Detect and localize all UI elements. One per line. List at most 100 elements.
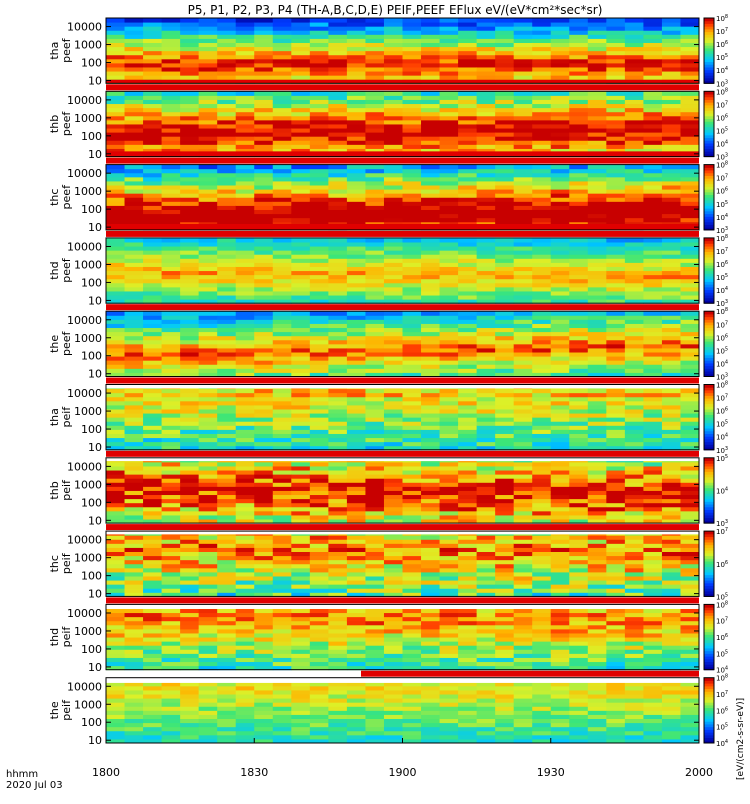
heatmap-cell bbox=[199, 193, 218, 198]
heatmap-cell bbox=[162, 556, 181, 561]
heatmap-cell bbox=[180, 621, 199, 626]
heatmap-cell bbox=[588, 132, 607, 137]
heatmap-cell bbox=[347, 584, 366, 589]
heatmap-cell bbox=[514, 657, 533, 662]
heatmap-cell bbox=[384, 185, 403, 190]
heatmap-cell bbox=[217, 242, 236, 247]
heatmap-cell bbox=[106, 397, 125, 402]
heatmap-cell bbox=[310, 613, 329, 618]
heatmap-cell bbox=[347, 266, 366, 271]
heatmap-cell bbox=[662, 275, 681, 280]
heatmap-cell bbox=[162, 51, 181, 56]
heatmap-cell bbox=[254, 271, 273, 276]
heatmap-cell bbox=[106, 442, 125, 447]
heatmap-cell bbox=[532, 417, 551, 422]
heatmap-cell bbox=[217, 205, 236, 210]
heatmap-cell bbox=[625, 287, 644, 292]
heatmap-cell bbox=[273, 348, 292, 353]
heatmap-cell bbox=[680, 401, 699, 406]
heatmap-cell bbox=[384, 271, 403, 276]
heatmap-cell bbox=[662, 462, 681, 467]
heatmap-cell bbox=[551, 22, 570, 27]
heatmap-cell bbox=[495, 258, 514, 263]
heatmap-cell bbox=[662, 356, 681, 361]
heatmap-cell bbox=[236, 242, 255, 247]
heatmap-cell bbox=[440, 657, 459, 662]
heatmap-cell bbox=[625, 409, 644, 414]
heatmap-cell bbox=[125, 645, 144, 650]
heatmap-cell bbox=[236, 214, 255, 219]
heatmap-cell bbox=[125, 42, 144, 47]
heatmap-cell bbox=[199, 99, 218, 104]
heatmap-cell bbox=[328, 181, 347, 186]
heatmap-cell bbox=[199, 417, 218, 422]
heatmap-cell bbox=[384, 181, 403, 186]
heatmap-cell bbox=[365, 246, 384, 251]
heatmap-cell bbox=[125, 169, 144, 174]
heatmap-cell bbox=[125, 108, 144, 113]
heatmap-cell bbox=[495, 95, 514, 100]
heatmap-cell bbox=[310, 584, 329, 589]
heatmap-cell bbox=[514, 556, 533, 561]
colorbar-tick-label: 104 bbox=[716, 286, 728, 295]
heatmap-cell bbox=[365, 91, 384, 96]
heatmap-cell bbox=[236, 258, 255, 263]
heatmap-cell bbox=[403, 193, 422, 198]
heatmap-cell bbox=[273, 653, 292, 658]
heatmap-cell bbox=[606, 482, 625, 487]
heatmap-cell bbox=[143, 128, 162, 133]
heatmap-cell bbox=[551, 295, 570, 300]
heatmap-cell bbox=[495, 173, 514, 178]
heatmap-cell bbox=[403, 405, 422, 410]
heatmap-cell bbox=[532, 67, 551, 72]
heatmap-cell bbox=[569, 75, 588, 80]
heatmap-cell bbox=[217, 507, 236, 512]
heatmap-cell bbox=[384, 283, 403, 288]
heatmap-cell bbox=[273, 637, 292, 642]
heatmap-cell bbox=[236, 425, 255, 430]
heatmap-cell bbox=[143, 63, 162, 68]
heatmap-cell bbox=[384, 588, 403, 593]
heatmap-cell bbox=[162, 617, 181, 622]
heatmap-cell bbox=[384, 67, 403, 72]
heatmap-cell bbox=[588, 490, 607, 495]
heatmap-cell bbox=[365, 417, 384, 422]
heatmap-cell bbox=[254, 262, 273, 267]
heatmap-cell bbox=[514, 499, 533, 504]
heatmap-cell bbox=[199, 608, 218, 613]
heatmap-cell bbox=[680, 340, 699, 345]
heatmap-cell bbox=[384, 315, 403, 320]
heatmap-cell bbox=[106, 588, 125, 593]
heatmap-cell bbox=[514, 466, 533, 471]
heatmap-cell bbox=[180, 617, 199, 622]
heatmap-cell bbox=[273, 218, 292, 223]
heatmap-cell bbox=[217, 336, 236, 341]
heatmap-cell bbox=[643, 34, 662, 39]
heatmap-cell bbox=[477, 608, 496, 613]
heatmap-cell bbox=[310, 617, 329, 622]
heatmap-cell bbox=[180, 535, 199, 540]
heatmap-cell bbox=[254, 547, 273, 552]
heatmap-cell bbox=[254, 124, 273, 129]
heatmap-cell bbox=[236, 91, 255, 96]
heatmap-cell bbox=[514, 209, 533, 214]
heatmap-cell bbox=[532, 185, 551, 190]
heatmap-cell bbox=[347, 116, 366, 121]
heatmap-cell bbox=[199, 657, 218, 662]
y-tick-label: 10 bbox=[88, 441, 102, 454]
heatmap-cell bbox=[606, 242, 625, 247]
heatmap-cell bbox=[625, 275, 644, 280]
heatmap-cell bbox=[551, 205, 570, 210]
heatmap-cell bbox=[625, 433, 644, 438]
heatmap-cell bbox=[217, 95, 236, 100]
heatmap-cell bbox=[403, 295, 422, 300]
heatmap-cell bbox=[106, 617, 125, 622]
heatmap-cell bbox=[291, 539, 310, 544]
heatmap-cell bbox=[680, 617, 699, 622]
heatmap-cell bbox=[643, 140, 662, 145]
heatmap-cell bbox=[180, 319, 199, 324]
heatmap-cell bbox=[125, 67, 144, 72]
heatmap-cell bbox=[680, 193, 699, 198]
heatmap-cell bbox=[625, 34, 644, 39]
heatmap-cell bbox=[143, 246, 162, 251]
